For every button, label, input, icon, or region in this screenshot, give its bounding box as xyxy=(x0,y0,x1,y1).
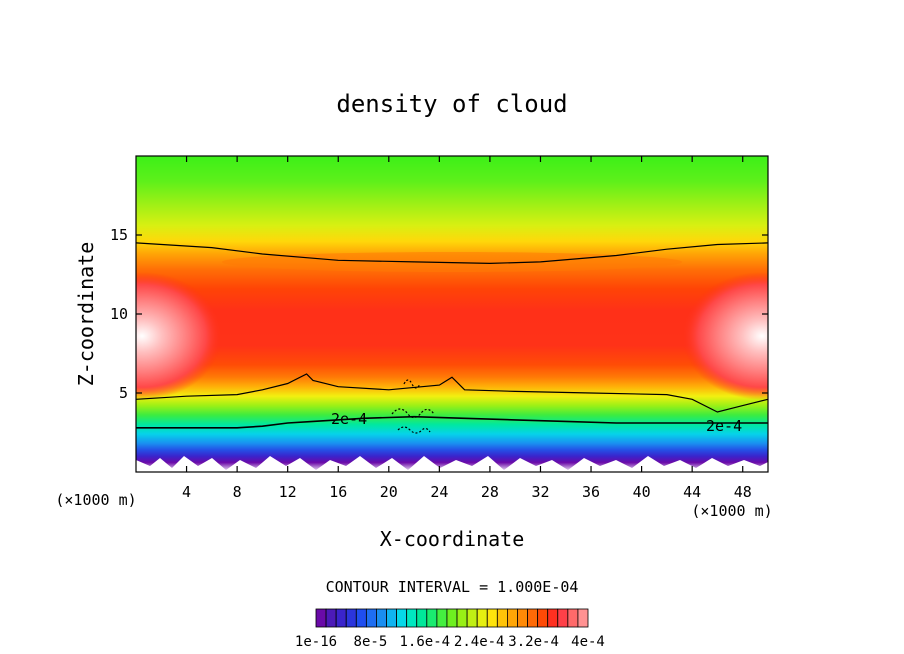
colorbar-swatch xyxy=(406,608,418,628)
colorbar-swatch xyxy=(486,608,498,628)
density-field xyxy=(136,156,768,472)
chart-title: density of cloud xyxy=(336,90,567,118)
colorbar-tick-label: 4e-4 xyxy=(571,634,605,650)
colorbar-swatch xyxy=(416,608,428,628)
x-tick-label: 28 xyxy=(481,483,499,501)
x-tick-label: 8 xyxy=(233,483,242,501)
colorbar-swatch xyxy=(426,608,438,628)
x-tick-label: 20 xyxy=(380,483,398,501)
colorbar-swatch xyxy=(466,608,478,628)
x-axis-ticks: 4 8 12 16 20 24 28 32 36 40 44 48 xyxy=(182,156,752,501)
colorbar-swatch xyxy=(355,608,367,628)
density-max-right xyxy=(682,272,768,400)
colorbar-swatch xyxy=(325,608,337,628)
colorbar-tick-label: 2.4e-4 xyxy=(454,634,505,650)
contour-label-right: 2e-4 xyxy=(706,417,742,435)
colorbar-swatch xyxy=(507,608,518,628)
colorbar-swatch xyxy=(557,608,569,628)
y-tick-label: 10 xyxy=(110,305,128,323)
y-axis-ticks: 5 10 15 xyxy=(110,226,768,402)
colorbar-tick-label: 1e-16 xyxy=(295,634,337,650)
colorbar-swatch xyxy=(376,608,387,628)
colorbar-swatch xyxy=(577,608,589,628)
colorbar-swatch xyxy=(365,608,377,628)
x-tick-label: 40 xyxy=(633,483,651,501)
y-axis-label: Z-coordinate xyxy=(74,242,98,387)
contour-lines xyxy=(136,242,768,429)
contour-line xyxy=(136,373,768,413)
x-tick-label: 44 xyxy=(683,483,701,501)
colorbar-tick-label: 1.6e-4 xyxy=(400,634,451,650)
contour-interval-text: CONTOUR INTERVAL = 1.000E-04 xyxy=(326,578,579,596)
colorbar-tick-labels: 1e-16 8e-5 1.6e-4 2.4e-4 3.2e-4 4e-4 xyxy=(295,634,605,650)
x-tick-label: 4 xyxy=(182,483,191,501)
colorbar-swatch xyxy=(496,608,508,628)
colorbar xyxy=(315,608,589,628)
lower-boundary xyxy=(136,456,768,472)
y-tick-label: 15 xyxy=(110,226,128,244)
colorbar-swatch xyxy=(446,608,458,628)
x-tick-label: 12 xyxy=(279,483,297,501)
colorbar-swatch xyxy=(537,608,549,628)
colorbar-tick-label: 8e-5 xyxy=(354,634,388,650)
density-dip xyxy=(222,252,682,272)
turbulent-contours xyxy=(391,379,435,434)
colorbar-swatch xyxy=(527,608,539,628)
y-tick-label: 5 xyxy=(119,384,128,402)
x-tick-label: 16 xyxy=(329,483,347,501)
colorbar-tick-label: 3.2e-4 xyxy=(508,634,559,650)
colorbar-swatch xyxy=(335,608,347,628)
contour-line xyxy=(136,242,768,265)
colorbar-swatch xyxy=(567,608,579,628)
x-tick-label: 36 xyxy=(582,483,600,501)
plot-area xyxy=(136,156,768,472)
contour-line xyxy=(136,415,768,429)
x-tick-label: 32 xyxy=(531,483,549,501)
colorbar-swatch xyxy=(547,608,559,628)
x-unit-right: (×1000 m) xyxy=(691,502,772,520)
colorbar-swatch xyxy=(476,608,488,628)
x-tick-label: 24 xyxy=(430,483,448,501)
x-tick-label: 48 xyxy=(734,483,752,501)
colorbar-swatch xyxy=(315,608,327,628)
colorbar-swatch xyxy=(345,608,357,628)
density-max-left xyxy=(136,272,222,400)
colorbar-swatch xyxy=(436,608,448,628)
colorbar-swatch xyxy=(396,608,408,628)
colorbar-swatch xyxy=(386,608,397,628)
colorbar-swatch xyxy=(456,608,468,628)
x-axis-label: X-coordinate xyxy=(380,527,525,551)
contour-label-left: 2e-4 xyxy=(331,410,367,428)
colorbar-swatch xyxy=(517,608,528,628)
x-unit-left: (×1000 m) xyxy=(55,491,136,509)
